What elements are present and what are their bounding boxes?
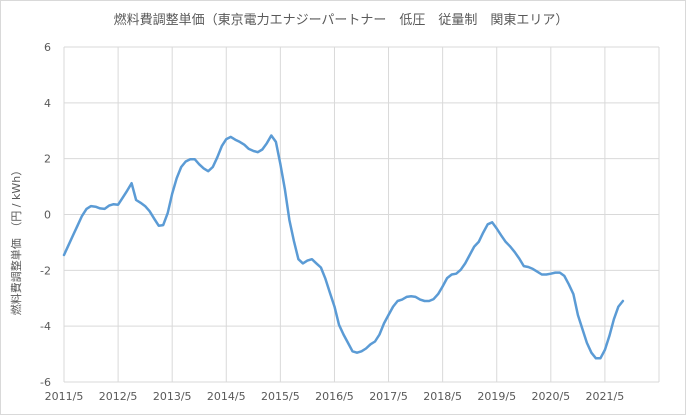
y-tick-label: 0 [44,209,51,222]
chart-title: 燃料費調整単価（東京電力エナジーパートナー 低圧 従量制 関東エリア） [114,12,569,28]
x-tick-label: 2013/5 [153,390,192,403]
x-tick-label: 2017/5 [369,390,408,403]
x-tick-label: 2019/5 [477,390,516,403]
y-tick-label: -6 [40,376,51,389]
y-axis-ticks: -6 -4 -2 0 2 4 6 [40,41,51,389]
x-tick-label: 2021/5 [586,390,625,403]
y-tick-label: 4 [44,97,51,110]
x-tick-label: 2012/5 [99,390,138,403]
x-tick-label: 2020/5 [531,390,570,403]
series-layer [62,134,625,360]
y-tick-label: 6 [44,41,51,54]
y-tick-label: -2 [40,264,51,277]
x-tick-label: 2016/5 [315,390,354,403]
y-tick-label: 2 [44,153,51,166]
y-tick-label: -4 [40,320,51,333]
x-tick-label: 2011/5 [45,390,84,403]
y-axis-title: 燃料費調整単価 （円 / kWh） [9,165,23,315]
series-line-0 [62,134,625,360]
x-tick-label: 2015/5 [261,390,300,403]
gridlines [63,46,660,383]
x-tick-label: 2014/5 [207,390,246,403]
x-axis-ticks: 2011/5 2012/5 2013/5 2014/5 2015/5 2016/5 2017… [45,390,625,403]
x-tick-label: 2018/5 [423,390,462,403]
